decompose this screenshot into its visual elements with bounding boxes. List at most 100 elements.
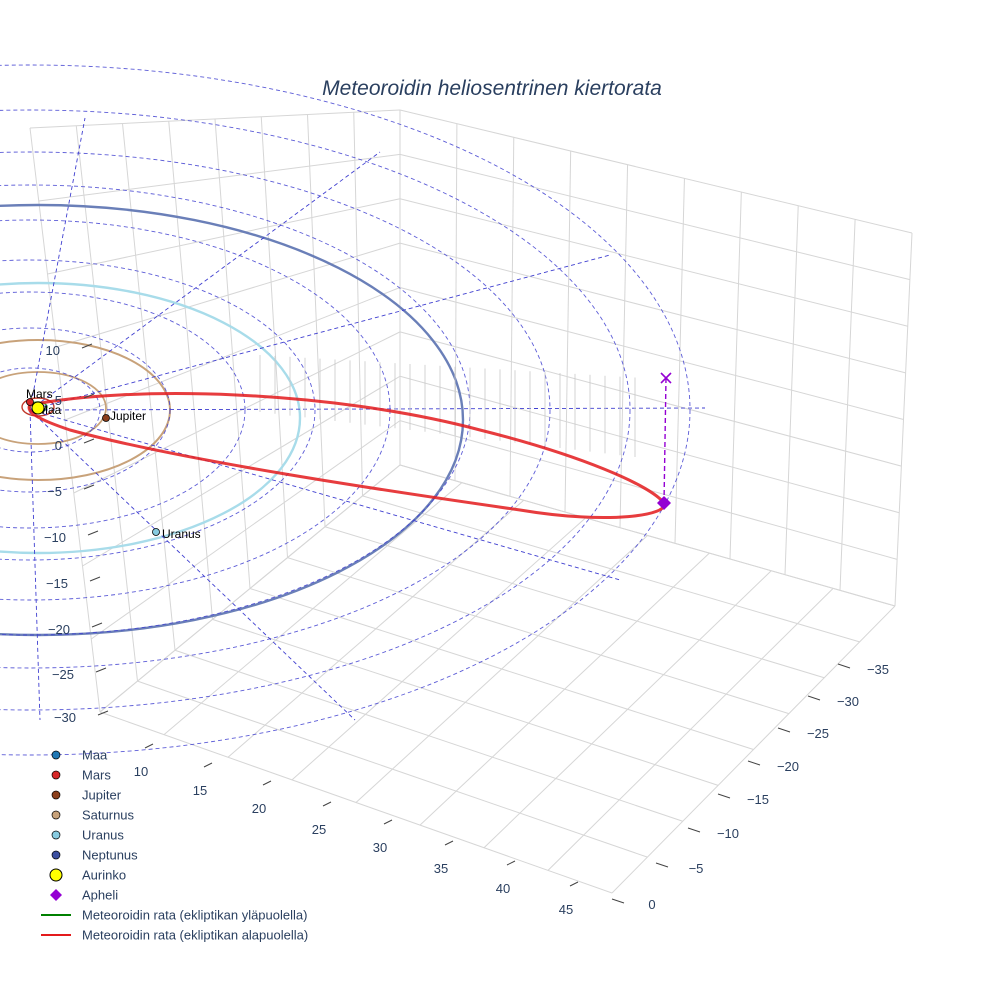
- legend-item-label: Uranus: [82, 828, 124, 843]
- z-tick-label: −20: [48, 622, 70, 637]
- reference-spoke: [29, 409, 621, 581]
- x-tick-mark: [203, 762, 213, 768]
- y-tick-label: −20: [777, 759, 799, 774]
- y-tick-label: −5: [689, 861, 704, 876]
- chart-title: Meteoroidin heliosentrinen kiertorata: [322, 77, 662, 100]
- x-tick-mark: [262, 780, 272, 786]
- z-tick-mark: [97, 710, 109, 716]
- label-jupiter: Jupiter: [110, 409, 146, 423]
- x-tick-mark: [506, 860, 516, 866]
- y-tick-label: −10: [717, 826, 739, 841]
- z-tick-label: 5: [55, 393, 62, 408]
- z-tick-label: −10: [44, 530, 66, 545]
- legend: Maa Mars Jupiter Saturnus Uranus Neptunus Auri…: [41, 748, 308, 943]
- drop-lines: [259, 355, 667, 504]
- left-wall-grid-line: [29, 109, 401, 129]
- x-tick-label: 15: [193, 783, 207, 798]
- x-tick-label: 35: [434, 861, 448, 876]
- z-tick-mark: [87, 530, 99, 536]
- marker-aurinko: [31, 401, 45, 415]
- orbit-jupiter: [0, 371, 107, 445]
- meteoroid-orbit: [27, 392, 666, 520]
- legend-symbol: [51, 770, 61, 780]
- z-tick-label: −5: [47, 484, 62, 499]
- reference-ring: [0, 109, 631, 711]
- marker-mars: [26, 398, 34, 406]
- axis-grid: [29, 109, 913, 894]
- floor-grid-line: [227, 499, 525, 758]
- legend-symbol: [51, 830, 61, 840]
- apheli-projection-mark: [660, 372, 672, 384]
- floor-grid-line: [419, 552, 710, 826]
- back-wall-grid-line: [399, 287, 904, 420]
- y-tick-mark: [687, 827, 701, 833]
- x-tick-label: 25: [312, 822, 326, 837]
- z-tick-mark: [95, 667, 107, 673]
- z-tick-label: −30: [54, 710, 76, 725]
- reference-ring: [0, 367, 101, 453]
- floor-grid-line: [547, 588, 834, 871]
- legend-symbol: [50, 889, 62, 901]
- y-tick-mark: [655, 862, 669, 868]
- apheli-drop-line: [663, 377, 667, 504]
- label-uranus: Uranus: [162, 527, 201, 541]
- reference-grid-dashed: [0, 64, 706, 756]
- z-tick-label: −15: [46, 576, 68, 591]
- legend-item-label: Mars: [82, 768, 111, 783]
- back-wall-grid-line: [399, 375, 900, 514]
- back-wall-grid-line: [399, 242, 906, 374]
- z-tick-mark: [89, 576, 101, 582]
- y-tick-mark: [747, 760, 761, 766]
- left-wall-grid-line: [56, 242, 401, 348]
- label-mars: Mars: [26, 387, 53, 401]
- y-tick-mark: [837, 663, 851, 669]
- legend-symbol: [51, 810, 61, 820]
- z-tick-label: 10: [46, 343, 60, 358]
- legend-symbol: [51, 750, 61, 760]
- z-tick-label: 0: [55, 438, 62, 453]
- left-wall-grid-line: [90, 420, 401, 640]
- floor-grid-line: [355, 535, 648, 803]
- floor-grid-line: [163, 482, 463, 736]
- x-tick-label: 20: [252, 801, 266, 816]
- x-tick-label: 45: [559, 902, 573, 917]
- reference-ring: [0, 327, 171, 493]
- y-tick-mark: [611, 898, 625, 904]
- marker-apheli: [657, 496, 671, 510]
- legend-item-label: Saturnus: [82, 808, 135, 823]
- marker-uranus: [152, 528, 160, 536]
- x-tick-mark: [383, 819, 393, 825]
- y-tick-label: −25: [807, 726, 829, 741]
- y-tick-mark: [717, 793, 731, 799]
- left-wall-grid-line: [38, 153, 401, 202]
- reference-ring: [0, 291, 246, 529]
- y-tick-label: −35: [867, 662, 889, 677]
- floor-grid-line: [483, 570, 772, 849]
- reference-spoke: [29, 151, 381, 411]
- legend-symbol: [49, 868, 63, 882]
- x-tick-label: 30: [373, 840, 387, 855]
- floor-grid-line: [291, 517, 586, 781]
- legend-item-label: Neptunus: [82, 848, 138, 863]
- back-wall-grid-line: [399, 331, 902, 467]
- legend-item-label: Meteoroidin rata (ekliptikan yläpuolella…: [82, 908, 307, 923]
- legend-item-label: Aurinko: [82, 868, 126, 883]
- back-wall-grid-line: [399, 153, 910, 281]
- back-wall-grid-line: [399, 109, 913, 234]
- reference-spoke: [29, 117, 86, 411]
- x-tick-mark: [322, 801, 332, 807]
- legend-item-label: Meteoroidin rata (ekliptikan alapuolella…: [82, 928, 308, 943]
- left-wall-grid-line: [99, 464, 401, 713]
- x-tick-label: 10: [134, 764, 148, 779]
- x-tick-mark: [444, 840, 454, 846]
- reference-spoke: [29, 409, 41, 721]
- reference-ring: [0, 259, 316, 561]
- z-tick-mark: [83, 393, 95, 399]
- y-tick-mark: [807, 695, 821, 701]
- y-tick-label: −15: [747, 792, 769, 807]
- legend-symbol: [51, 850, 61, 860]
- left-wall-grid-line: [47, 198, 401, 275]
- axis-ticks: 10 5 0 −5 −10 −15 −20 −25 −30 10 15 20 25 30 35 40 45 −35…: [44, 343, 889, 917]
